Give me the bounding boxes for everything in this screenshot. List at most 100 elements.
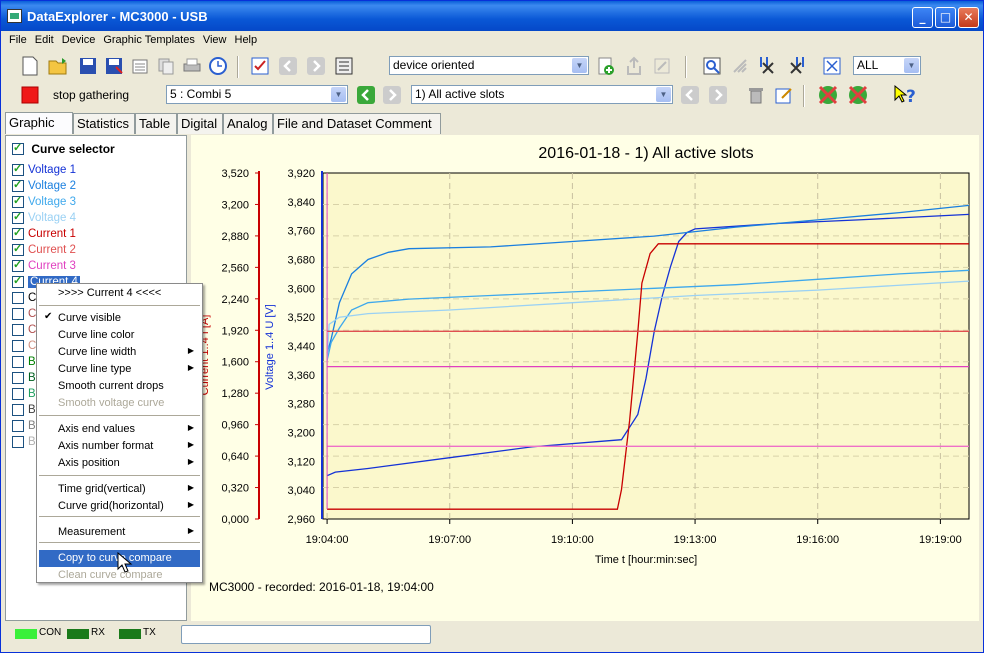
curve-item[interactable]: B [12,356,186,372]
edit-icon[interactable] [651,55,673,77]
curve-item[interactable]: B [12,388,186,404]
curve-checkbox[interactable] [12,274,24,288]
curve-checkbox[interactable] [12,194,24,208]
curve-item[interactable]: Current 1 [12,226,186,244]
menu-item-axis-number-format[interactable]: Axis number format ▶ [39,438,200,455]
prev-dataset-icon[interactable] [355,84,377,106]
previous-record-icon[interactable] [679,84,701,106]
menu-item-smooth-current-drops[interactable]: Smooth current drops [39,378,200,395]
menu-item-clean-curve-compare[interactable]: Clean curve compare [39,567,200,584]
menu-item-curve-line-color[interactable]: Curve line color [39,327,200,344]
device-settings-icon[interactable] [333,55,355,77]
stop-gathering-icon[interactable] [19,84,41,106]
curve-item[interactable]: C [12,292,186,308]
menu-item-time-grid-vertical[interactable]: Time grid(vertical) ▶ [39,481,200,498]
menu-help[interactable]: Help [234,34,258,46]
zoom-icon[interactable] [701,55,723,77]
menu-item-curve-line-type[interactable]: Curve line type ▶ [39,361,200,378]
export-icon[interactable] [623,55,645,77]
device-dropdown[interactable]: 5 : Combi 5 ▼ [166,85,348,104]
title-bar[interactable]: DataExplorer - MC3000 - USB _ □ ✕ [1,1,983,31]
open-folder-icon[interactable] [47,55,69,77]
curve-checkbox[interactable] [12,308,24,320]
previous-icon[interactable] [277,55,299,77]
next-record-icon[interactable] [707,84,729,106]
curve-item[interactable]: Current 2 [12,242,186,260]
globe-disabled-icon[interactable] [817,84,839,106]
copy-icon[interactable] [155,55,177,77]
cut-right-icon[interactable] [785,55,807,77]
menu-item-curve-line-width[interactable]: Curve line width ▶ [39,344,200,361]
trash-icon[interactable] [745,84,767,106]
curve-item[interactable]: B [12,372,186,388]
curve-checkbox[interactable] [12,210,24,224]
curve-checkbox[interactable] [12,372,24,384]
next-dataset-icon[interactable] [381,84,403,106]
menu-file[interactable]: File [9,34,27,46]
menu-item-smooth-voltage-curve[interactable]: Smooth voltage curve [39,395,200,412]
menu-item-curve-grid-horizontal[interactable]: Curve grid(horizontal) ▶ [39,498,200,515]
filter-dropdown[interactable]: ALL ▼ [853,56,921,75]
clock-icon[interactable] [207,55,229,77]
menu-edit[interactable]: Edit [34,34,54,46]
stop-gathering-label[interactable]: stop gathering [53,88,130,102]
next-icon[interactable] [305,55,327,77]
curve-checkbox[interactable] [12,436,24,448]
curve-checkbox[interactable] [12,340,24,352]
curve-item[interactable]: Current 3 [12,258,186,276]
properties-icon[interactable] [129,55,151,77]
menu-item-curve-visible[interactable]: ✔ Curve visible [39,310,200,327]
menu-item-axis-end-values[interactable]: Axis end values ▶ [39,421,200,438]
select-all-checkbox[interactable] [12,141,24,155]
cut-left-icon[interactable] [757,55,779,77]
curve-item[interactable]: B [12,420,186,436]
curve-item[interactable]: C [12,324,186,340]
add-icon[interactable] [595,55,617,77]
curve-checkbox[interactable] [12,404,24,416]
curve-checkbox[interactable] [12,242,24,256]
save-icon[interactable] [77,55,99,77]
checklist-icon[interactable] [249,55,271,77]
tab-table[interactable]: Table [135,113,177,134]
new-file-icon[interactable] [19,55,41,77]
curve-selector-header[interactable]: Curve selector [12,141,115,156]
curve-checkbox[interactable] [12,178,24,192]
curve-checkbox[interactable] [12,324,24,336]
curve-item[interactable]: B [12,436,186,452]
minimize-button[interactable]: _ [912,7,933,28]
maximize-button[interactable]: □ [935,7,956,28]
pan-icon[interactable] [729,55,751,77]
edit-comment-icon[interactable] [773,84,795,106]
tab-digital[interactable]: Digital [177,113,223,134]
tab-file-dataset-comment[interactable]: File and Dataset Comment [273,113,441,134]
curve-checkbox[interactable] [12,388,24,400]
curve-item[interactable]: B [12,404,186,420]
print-icon[interactable] [181,55,203,77]
curve-checkbox[interactable] [12,162,24,176]
help-icon[interactable]: ? [893,84,915,106]
globe-crossed-icon[interactable] [847,84,869,106]
curve-item[interactable]: Voltage 3 [12,194,186,212]
curve-item[interactable]: C [12,340,186,356]
save-as-icon[interactable] [103,55,125,77]
fit-view-icon[interactable] [821,55,843,77]
curve-checkbox[interactable] [12,258,24,272]
chart-area[interactable]: 2016-01-18 - 1) All active slots 3,520 3,2… [191,135,979,621]
curve-item[interactable]: C [12,308,186,324]
curve-checkbox[interactable] [12,420,24,432]
tab-statistics[interactable]: Statistics [73,113,135,134]
curve-item[interactable]: Voltage 4 [12,210,186,228]
tab-analog[interactable]: Analog [223,113,273,134]
curve-checkbox[interactable] [12,356,24,368]
dataset-dropdown[interactable]: 1) All active slots ▼ [411,85,673,104]
curve-item[interactable]: Voltage 1 [12,162,186,180]
curve-checkbox[interactable] [12,226,24,240]
close-button[interactable]: ✕ [958,7,979,28]
menu-graphic-templates[interactable]: Graphic Templates [103,34,195,46]
tab-graphic[interactable]: Graphic [5,112,73,134]
curve-item[interactable]: Voltage 2 [12,178,186,196]
menu-item-axis-position[interactable]: Axis position ▶ [39,455,200,472]
menu-device[interactable]: Device [61,34,96,46]
menu-view[interactable]: View [202,34,227,46]
menu-item-measurement[interactable]: Measurement ▶ [39,524,200,541]
